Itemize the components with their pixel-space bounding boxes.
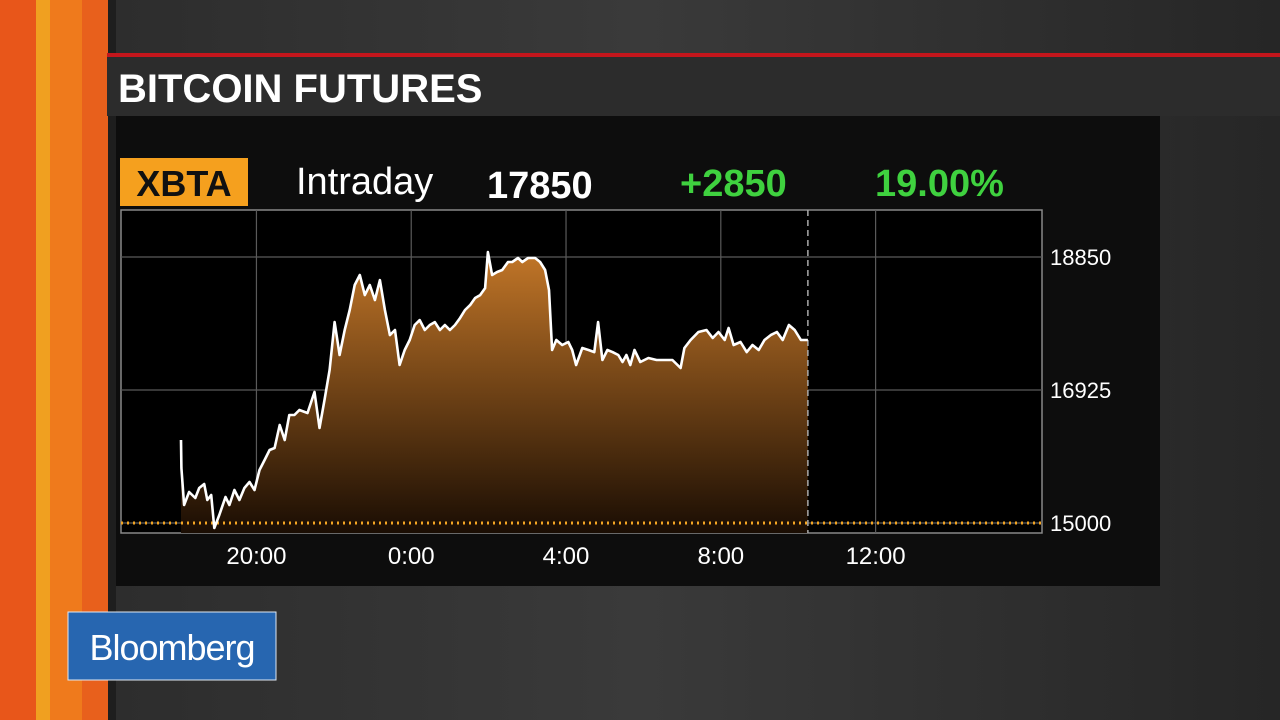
logo-box bbox=[67, 611, 277, 681]
stripe bbox=[82, 0, 108, 720]
y-tick-label: 15000 bbox=[1050, 511, 1111, 536]
stripe bbox=[0, 0, 36, 720]
x-tick-label: 0:00 bbox=[388, 543, 435, 570]
title-bar bbox=[107, 57, 1280, 116]
x-tick-label: 4:00 bbox=[543, 543, 590, 570]
plot bbox=[121, 210, 1042, 533]
change-percent: 19.00% bbox=[875, 163, 1004, 205]
x-tick-label: 8:00 bbox=[697, 543, 744, 570]
stripe bbox=[36, 0, 50, 720]
accent-line bbox=[107, 53, 1280, 57]
logo: Bloomberg bbox=[89, 627, 254, 668]
x-tick-label: 12:00 bbox=[846, 543, 906, 570]
y-tick-label: 18850 bbox=[1050, 245, 1111, 270]
y-tick-label: 16925 bbox=[1050, 378, 1111, 403]
area bbox=[181, 252, 808, 533]
change: +2850 bbox=[680, 163, 787, 205]
stripe bbox=[108, 0, 116, 720]
x-tick-label: 20:00 bbox=[226, 543, 286, 570]
ticker-box bbox=[120, 158, 248, 206]
title: BITCOIN FUTURES bbox=[118, 67, 482, 111]
stripe bbox=[50, 0, 82, 720]
ticker: XBTA bbox=[136, 163, 231, 204]
last-price: 17850 bbox=[487, 165, 593, 207]
price-line bbox=[179, 250, 808, 530]
period: Intraday bbox=[296, 161, 433, 203]
